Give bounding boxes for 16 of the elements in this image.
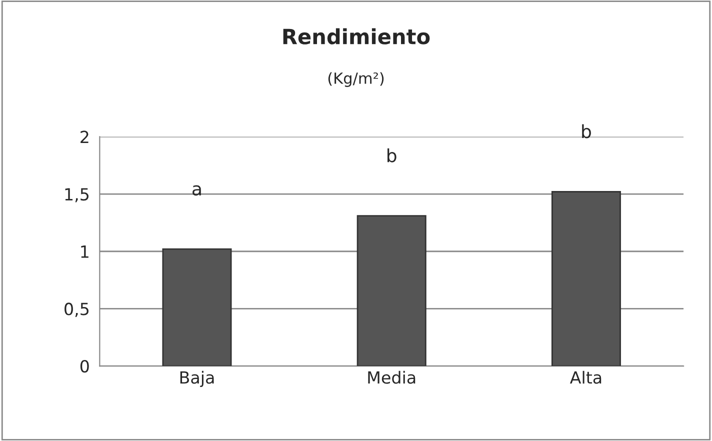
y-tick-label: 1,5: [65, 188, 89, 202]
y-tick-label: 1: [81, 246, 88, 258]
bar: [162, 248, 232, 366]
chart-subtitle: (Kg/m²): [328, 72, 384, 87]
annotation: b: [582, 124, 591, 138]
annotation: a: [192, 185, 201, 196]
chart-title: Rendimiento: [283, 28, 430, 44]
y-tick-label: 0,5: [64, 302, 89, 317]
y-tick-label: 0: [80, 360, 89, 373]
bar: [551, 191, 621, 366]
x-tick-label: Alta: [570, 370, 602, 384]
x-tick-label: Media: [368, 370, 416, 384]
annotation: b: [388, 148, 396, 162]
y-tick-label: 2: [80, 130, 88, 144]
bar: [356, 215, 426, 366]
x-tick-label: Baja: [180, 370, 214, 388]
